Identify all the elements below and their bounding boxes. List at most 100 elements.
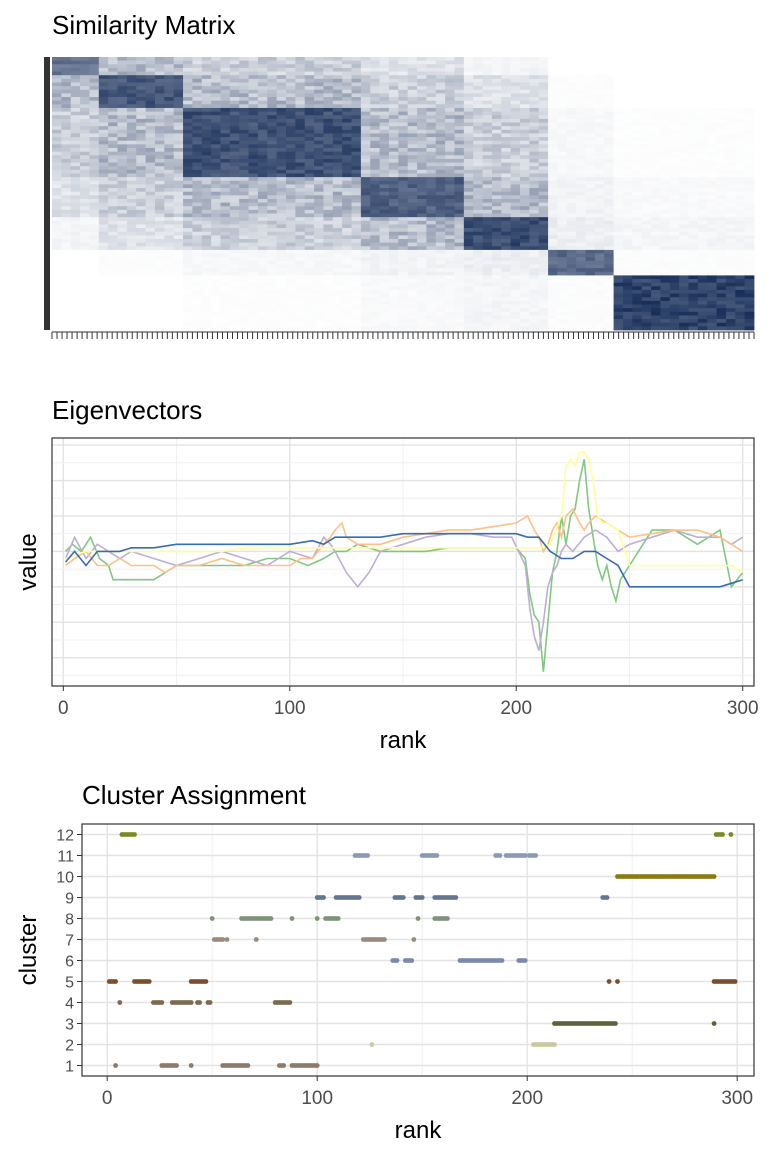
heatmap-cell [557, 202, 568, 207]
heatmap-cell [520, 289, 530, 294]
heatmap-cell [613, 144, 624, 149]
heatmap-cell [229, 137, 240, 142]
heatmap-cell [145, 64, 156, 69]
heatmap-cell [520, 242, 530, 247]
heatmap-cell [323, 67, 334, 72]
heatmap-cell [229, 297, 240, 302]
heatmap-cell [286, 89, 296, 94]
heatmap-cell [398, 67, 409, 72]
heatmap-cell [98, 137, 109, 142]
heatmap-cell [548, 75, 558, 80]
heatmap-cell [164, 169, 175, 174]
heatmap-cell [323, 78, 334, 83]
heatmap-cell [211, 97, 221, 102]
heatmap-cell [173, 293, 184, 298]
heatmap-cell [538, 257, 549, 262]
heatmap-cell [622, 293, 633, 298]
heatmap-cell [332, 162, 343, 167]
heatmap-cell [707, 155, 717, 160]
heatmap-cell [594, 257, 605, 262]
heatmap-cell [145, 173, 156, 178]
heatmap-cell [407, 166, 418, 171]
heatmap-cell [725, 286, 736, 291]
heatmap-cell [463, 100, 474, 105]
heatmap-cell [370, 253, 380, 258]
heatmap-cell [98, 239, 109, 244]
heatmap-cell [426, 97, 437, 102]
heatmap-cell [622, 111, 633, 116]
heatmap-cell [538, 191, 549, 196]
heatmap-cell [229, 195, 240, 200]
heatmap-cell [417, 97, 427, 102]
heatmap-cell [70, 198, 81, 203]
heatmap-cell [98, 184, 109, 189]
heatmap-cell [286, 104, 296, 109]
heatmap-cell [239, 177, 249, 182]
heatmap-cell [248, 275, 259, 280]
heatmap-cell [248, 191, 259, 196]
heatmap-cell [117, 217, 128, 222]
heatmap-cell [651, 282, 661, 287]
heatmap-cell [304, 206, 315, 211]
heatmap-cell [98, 155, 109, 160]
heatmap-cell [314, 242, 324, 247]
heatmap-cell [398, 137, 409, 142]
heatmap-cell [557, 195, 568, 200]
heatmap-cell [351, 115, 362, 120]
heatmap-cell [454, 289, 465, 294]
heatmap-cell [641, 235, 652, 240]
heatmap-cell [61, 86, 72, 91]
heatmap-cell [735, 275, 746, 280]
heatmap-cell [529, 260, 540, 265]
heatmap-cell [613, 104, 624, 109]
heatmap-cell [388, 231, 399, 236]
heatmap-cell [52, 67, 62, 72]
heatmap-cell [239, 122, 249, 127]
heatmap-cell [342, 202, 352, 207]
heatmap-cell [482, 78, 493, 83]
heatmap-cell [707, 275, 717, 280]
heatmap-cell [566, 100, 577, 105]
heatmap-cell [417, 100, 427, 105]
heatmap-cell [80, 158, 90, 163]
heatmap-cell [613, 271, 624, 276]
heatmap-cell [342, 148, 352, 153]
heatmap-cell [136, 104, 146, 109]
heatmap-cell [257, 129, 268, 134]
heatmap-cell [304, 202, 315, 207]
heatmap-cell [248, 104, 259, 109]
heatmap-cell [248, 78, 259, 83]
heatmap-cell [126, 195, 137, 200]
heatmap-cell [716, 144, 727, 149]
heatmap-cell [622, 107, 633, 112]
heatmap-cell [117, 137, 128, 142]
heatmap-cell [744, 86, 755, 91]
heatmap-cell [697, 57, 708, 62]
heatmap-cell [520, 253, 530, 258]
heatmap-cell [98, 191, 109, 196]
heatmap-cell [248, 148, 259, 153]
heatmap-cell [98, 144, 109, 149]
heatmap-cell [697, 180, 708, 185]
heatmap-cell [136, 191, 146, 196]
heatmap-cell [613, 148, 624, 153]
heatmap-cell [520, 129, 530, 134]
heatmap-cell [529, 133, 540, 138]
heatmap-cell [286, 184, 296, 189]
heatmap-cell [286, 158, 296, 163]
heatmap-cell [220, 158, 231, 163]
heatmap-cell [482, 169, 493, 174]
heatmap-cell [286, 286, 296, 291]
heatmap-cell [211, 217, 221, 222]
heatmap-cell [473, 133, 483, 138]
heatmap-cell [613, 202, 624, 207]
heatmap-cell [445, 297, 455, 302]
heatmap-cell [295, 184, 306, 189]
heatmap-cell [548, 158, 558, 163]
heatmap-cell [229, 71, 240, 76]
heatmap-cell [173, 126, 184, 131]
heatmap-cell [136, 293, 146, 298]
heatmap-cell [660, 75, 671, 80]
heatmap-cell [501, 282, 512, 287]
heatmap-cell [61, 140, 72, 145]
